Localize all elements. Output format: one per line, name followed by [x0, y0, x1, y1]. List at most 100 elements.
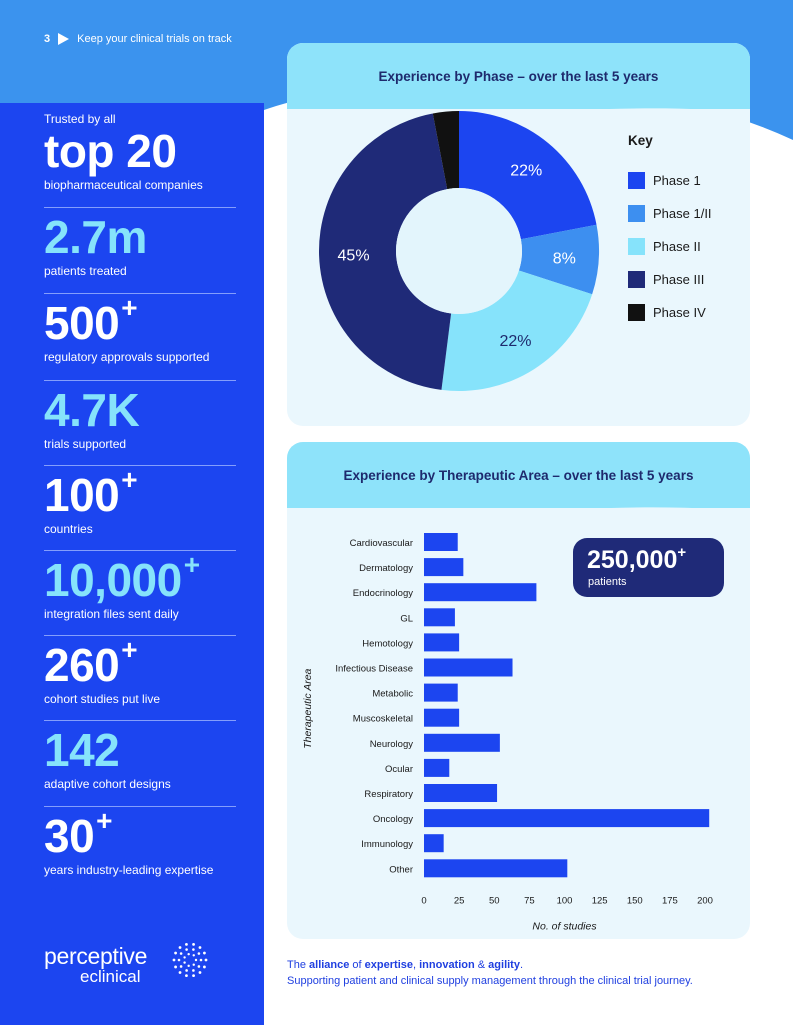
footer-text-part: The — [287, 959, 310, 971]
area-bar-chart: Cardiovascular Dermatology Endocrinology GL… — [302, 533, 713, 932]
legend-item: Phase 1 — [628, 164, 712, 197]
pie-label: 8% — [553, 251, 576, 268]
logo-dot — [185, 969, 188, 972]
bar — [424, 708, 460, 727]
header-wave — [287, 108, 750, 123]
stat-label: integration files sent daily — [44, 607, 179, 621]
stat-divider — [44, 207, 236, 208]
stats-column — [0, 103, 264, 1025]
stat-divider — [44, 720, 236, 721]
pie-slice — [459, 111, 597, 240]
stat-item: 100+ countries — [44, 466, 236, 537]
stat-number: 4.7K — [44, 384, 140, 436]
footer-text-part: of — [349, 959, 365, 971]
x-tick-label: 25 — [454, 895, 465, 906]
stat-number: 260 — [44, 639, 120, 691]
bar — [424, 533, 458, 551]
logo-dot — [183, 961, 186, 964]
legend-label: Phase III — [653, 272, 705, 287]
footer-text-part: alliance — [309, 959, 350, 971]
header-title: Keep your clinical trials on track — [77, 33, 232, 45]
category-label: Respiratory — [364, 789, 413, 800]
stat-value: 30+ — [44, 807, 236, 862]
logo-dot — [192, 943, 195, 946]
category-label: Infectious Disease — [335, 664, 413, 675]
stat-plus: + — [183, 549, 200, 580]
phase-card-title: Experience by Phase – over the last 5 ye… — [378, 68, 659, 84]
stat-plus: + — [121, 464, 138, 495]
logo-dot — [194, 958, 198, 962]
arrow-right-icon — [58, 33, 70, 45]
category-label: Endocrinology — [353, 588, 413, 599]
x-tick-label: 150 — [627, 895, 643, 906]
x-tick-label: 125 — [592, 895, 608, 906]
stat-value: 100+ — [44, 466, 236, 521]
category-label: Muscoskeletal — [353, 714, 413, 725]
stat-value: 260+ — [44, 636, 236, 691]
bar — [424, 583, 537, 602]
stat-value: 142 — [44, 727, 236, 773]
stat-plus: + — [96, 805, 113, 836]
stat-label: years industry-leading expertise — [44, 863, 214, 877]
x-tick-label: 0 — [421, 895, 426, 906]
legend-label: Phase II — [653, 239, 701, 254]
area-card-title: Experience by Therapeutic Area – over th… — [343, 467, 694, 483]
bar — [424, 758, 450, 777]
logo-dot — [198, 946, 202, 949]
logo-dot — [185, 948, 188, 951]
phase-card: Experience by Phase – over the last 5 ye… — [287, 43, 750, 426]
area-card: Experience by Therapeutic Area – over th… — [287, 442, 750, 939]
footer-text-part: & — [474, 959, 489, 971]
legend-swatch — [628, 205, 645, 222]
perceptive-logo: perceptive eclinical — [44, 944, 147, 986]
bar — [424, 558, 464, 577]
footer-text-part: innovation — [419, 959, 475, 971]
footer-line2: Supporting patient and clinical supply m… — [287, 975, 693, 987]
stat-item: 4.7K trials supported — [44, 387, 236, 451]
pie-label: 22% — [510, 163, 542, 180]
logo-dot — [192, 963, 195, 966]
stat-plus: + — [121, 634, 138, 665]
logo-line2: eclinical — [80, 967, 141, 986]
logo-dot — [187, 952, 190, 956]
stat-divider — [44, 380, 236, 381]
stat-label: biopharmaceutical companies — [44, 178, 203, 192]
legend-label: Phase 1/II — [653, 206, 712, 221]
badge-sup: + — [677, 544, 687, 561]
category-label: Ocular — [385, 764, 413, 775]
stat-number: 10,000 — [44, 554, 182, 606]
stat-number: top 20 — [44, 125, 177, 177]
footer: The alliance of expertise, innovation & … — [287, 957, 693, 989]
page-header: 3 Keep your clinical trials on track — [44, 33, 232, 45]
category-label: Cardiovascular — [350, 538, 413, 549]
area-card-header: Experience by Therapeutic Area – over th… — [287, 442, 750, 522]
pie-label: 45% — [338, 247, 370, 264]
category-label: Oncology — [373, 814, 413, 825]
category-label: Metabolic — [372, 689, 413, 700]
logo-dot — [185, 943, 188, 946]
footer-line1: The alliance of expertise, innovation & … — [287, 957, 693, 973]
logo-dot — [174, 965, 177, 969]
logo-dot — [185, 974, 188, 977]
logo-dot — [192, 974, 195, 977]
bar — [424, 834, 444, 853]
stat-number: 30 — [44, 810, 95, 862]
stat-number: 500 — [44, 297, 120, 349]
stat-value: 4.7K — [44, 387, 236, 433]
logo-dot — [179, 965, 183, 968]
badge-label: patients — [588, 576, 627, 588]
stat-value: 2.7m — [44, 214, 236, 260]
x-tick-label: 100 — [557, 895, 573, 906]
logo-dot — [172, 958, 176, 962]
bar — [424, 733, 500, 752]
stat-number: 100 — [44, 469, 120, 521]
stat-value: 10,000+ — [44, 551, 236, 606]
bar — [424, 683, 458, 702]
stat-label: trials supported — [44, 437, 127, 451]
logo-dot — [192, 969, 195, 972]
stat-item: 260+ cohort studies put live — [44, 636, 236, 707]
bar — [424, 784, 498, 802]
patients-badge: 250,000+ patients — [573, 538, 724, 597]
logo-dot — [183, 956, 186, 959]
category-label: Dermatology — [359, 563, 413, 574]
